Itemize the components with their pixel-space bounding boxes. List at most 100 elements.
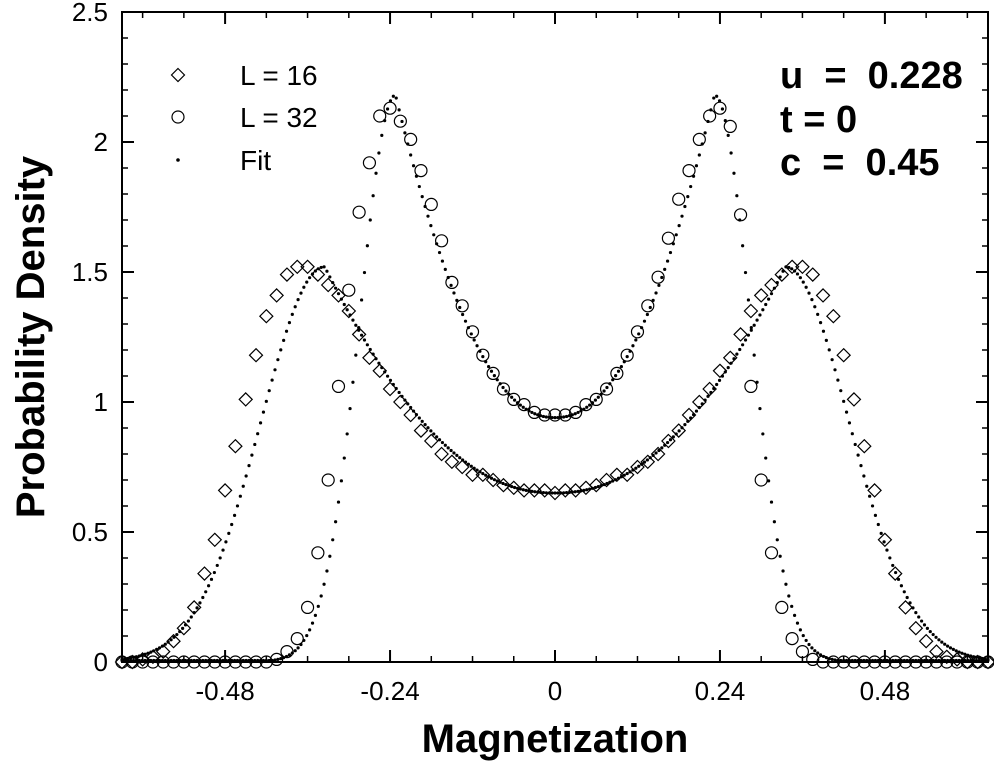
fit-dot (934, 636, 937, 639)
fit-dot (744, 338, 747, 341)
fit-dot (340, 479, 343, 482)
fit-dot (851, 659, 854, 662)
fit-dot (819, 321, 822, 324)
fit-dot (418, 416, 421, 419)
fit-dot (966, 659, 969, 662)
fit-dot (761, 432, 764, 435)
l32-point (642, 300, 654, 312)
fit-dot (542, 415, 545, 418)
fit-dot (680, 215, 683, 218)
fit-dot (637, 465, 640, 468)
fit-dot (195, 606, 198, 609)
fit-dot (764, 456, 767, 459)
l32-point (662, 232, 674, 244)
fit-dot (250, 454, 253, 457)
legend-label: Fit (240, 145, 271, 176)
l16-point (198, 567, 211, 580)
fit-dot (649, 306, 652, 309)
fit-dot (530, 411, 533, 414)
fit-dot (802, 281, 805, 284)
fit-dot (874, 514, 877, 517)
fit-dot (683, 205, 686, 208)
fit-dot (871, 504, 874, 507)
fit-dot (328, 275, 331, 278)
fit-dot (343, 456, 346, 459)
fit-dot (227, 532, 230, 535)
fit-dot (678, 224, 681, 227)
fit-dot (776, 538, 779, 541)
marker-series (116, 102, 994, 668)
fit-dot (767, 298, 770, 301)
fit-dot (164, 659, 167, 662)
fit-dot (848, 421, 851, 424)
fit-dot (882, 659, 885, 662)
fit-dot (181, 659, 184, 662)
fit-dot (441, 259, 444, 262)
l16-point (775, 268, 788, 281)
fit-dot (605, 386, 608, 389)
fit-dot (490, 477, 493, 480)
l32-point (673, 193, 685, 205)
fit-dot (513, 486, 516, 489)
fit-dot (522, 488, 525, 491)
parameter-annotation: t = 0 (780, 99, 857, 141)
fit-dot (219, 556, 222, 559)
fit-dot (305, 281, 308, 284)
legend-label: L = 32 (240, 102, 318, 133)
legend-diamond-icon (172, 69, 185, 82)
fit-dot (799, 628, 802, 631)
fit-dot (753, 324, 756, 327)
fit-dot (221, 548, 224, 551)
fit-dot (669, 438, 672, 441)
fit-dot (493, 374, 496, 377)
x-axis-title: Magnetization (422, 717, 689, 761)
fit-dot (421, 195, 424, 198)
fit-dot (689, 185, 692, 188)
fit-dot (871, 659, 874, 662)
fit-dot (351, 381, 354, 384)
x-tick-label: -0.24 (360, 676, 419, 706)
fit-dot (551, 491, 554, 494)
fit-dot (631, 344, 634, 347)
l16-point (878, 533, 891, 546)
fit-dot (562, 415, 565, 418)
fit-dot (444, 268, 447, 271)
legend-label: L = 16 (240, 60, 318, 91)
fit-dot (877, 523, 880, 526)
fit-dot (533, 490, 536, 493)
legend-circle-icon (172, 111, 184, 123)
fit-dot (949, 646, 952, 649)
fit-dot (943, 643, 946, 646)
y-tick-label: 1.5 (72, 257, 108, 287)
fit-dot (429, 224, 432, 227)
fit-dot (669, 251, 672, 254)
y-tick-label: 0 (94, 647, 108, 677)
fit-dot (354, 324, 357, 327)
fit-dot (779, 555, 782, 558)
fit-dot (929, 630, 932, 633)
fit-dot (294, 305, 297, 308)
fit-dot (317, 605, 320, 608)
fit-dot (952, 648, 955, 651)
fit-dot (666, 259, 669, 262)
legend: L = 16 L = 32 Fit (172, 60, 318, 176)
l16-point (920, 635, 933, 648)
fit-dot (865, 659, 868, 662)
fit-dot (470, 465, 473, 468)
fit-dot (657, 284, 660, 287)
fit-dot (646, 313, 649, 316)
fit-dot (403, 131, 406, 134)
fit-dot (181, 627, 184, 630)
fit-dot (828, 348, 831, 351)
fit-dot (245, 474, 248, 477)
fit-dot (452, 451, 455, 454)
fit-dot (458, 456, 461, 459)
fit-dot (470, 332, 473, 335)
parameter-annotation: c = 0.45 (780, 142, 940, 184)
fit-dot (242, 485, 245, 488)
fit-dot (862, 474, 865, 477)
fit-dot (753, 354, 756, 357)
l16-point (280, 268, 293, 281)
fit-dot (501, 482, 504, 485)
fit-dot (400, 120, 403, 123)
